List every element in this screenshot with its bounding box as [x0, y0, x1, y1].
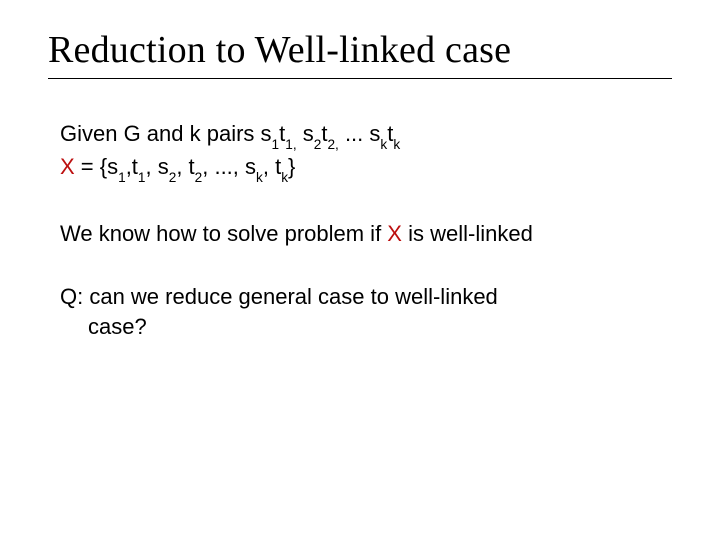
p1-sk-sub: k — [380, 137, 387, 152]
p1-s2-sub: 2 — [314, 137, 322, 152]
p1b-s1: 1 — [118, 170, 126, 185]
p1-t2-sub: 2, — [327, 137, 338, 152]
p1b-s2: 2 — [169, 170, 177, 185]
paragraph-question: Q: can we reduce general case to well-li… — [60, 282, 672, 341]
p1b-sk: k — [256, 170, 263, 185]
p1b-t1: 1 — [138, 170, 146, 185]
p1-s1-sub: 1 — [272, 137, 280, 152]
p1-dots: ... s — [339, 121, 381, 146]
p1b-tk2: k — [281, 170, 288, 185]
p1b-eq: = {s — [75, 154, 118, 179]
p1-tk-sub: k — [393, 137, 400, 152]
p1b-t2: 2 — [195, 170, 203, 185]
slide-title: Reduction to Well-linked case — [48, 28, 672, 72]
p3-a: Q: can we reduce general case to well-li… — [60, 284, 498, 309]
paragraph-we-know: We know how to solve problem if X is wel… — [60, 219, 672, 249]
p2-b: is well-linked — [402, 221, 533, 246]
p1-lead: Given G and k pairs s — [60, 121, 272, 146]
p1b-c5: , t — [263, 154, 281, 179]
p1b-c1: ,t — [126, 154, 138, 179]
p1b-c3: , t — [176, 154, 194, 179]
p1-t1-sub: 1, — [285, 137, 296, 152]
p3-b: case? — [88, 312, 672, 342]
p1b-close: } — [288, 154, 295, 179]
p1b-X: X — [60, 154, 75, 179]
paragraph-given: Given G and k pairs s1t1, s2t2, ... sktk… — [60, 119, 672, 185]
p1b-c4: , ..., s — [202, 154, 256, 179]
title-underline — [48, 78, 672, 79]
p2-a: We know how to solve problem if — [60, 221, 387, 246]
p1-sp1: s — [297, 121, 314, 146]
p1b-c2: , s — [146, 154, 169, 179]
p2-X: X — [387, 221, 402, 246]
